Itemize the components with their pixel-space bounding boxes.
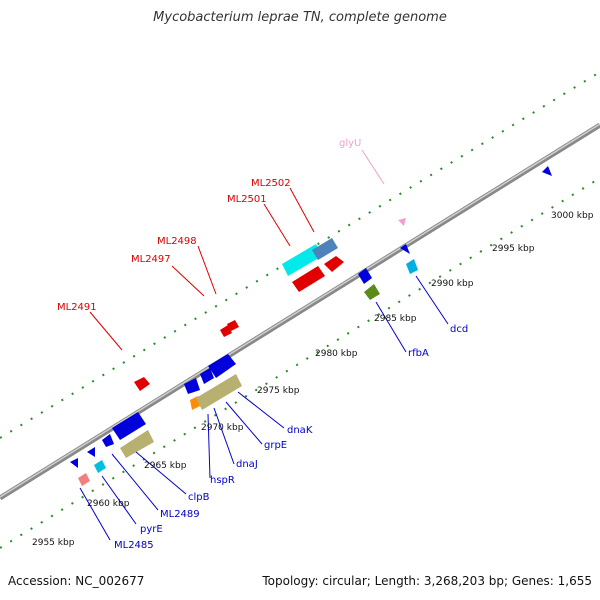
feature-ML2497-ML2498[interactable]	[220, 320, 239, 337]
feature-ML2485[interactable]	[70, 458, 90, 486]
feature-3000[interactable]	[542, 166, 552, 176]
gene-label: dnaK	[287, 425, 313, 436]
feature-ML2489[interactable]	[102, 434, 114, 447]
gene-label: grpE	[264, 440, 287, 451]
gene-label: glyU	[339, 138, 361, 149]
scale-label: 2970 kbp	[201, 423, 244, 433]
feature-ML2491[interactable]	[134, 377, 150, 391]
topology-summary: Topology: circular; Length: 3,268,203 bp…	[262, 574, 592, 588]
gene-label: dcd	[450, 324, 468, 335]
gene-label: rfbA	[408, 348, 429, 359]
feature-dnaJ[interactable]	[184, 378, 200, 394]
scale-label: 2990 kbp	[431, 279, 474, 289]
gene-labels-top: ML2491 ML2497 ML2498 ML2501 ML2502 glyU	[57, 138, 361, 313]
gene-labels-bottom: ML2485 pyrE ML2489 clpB hspR dnaJ grpE d…	[114, 324, 468, 551]
gene-label: ML2489	[160, 509, 200, 520]
feature-grpE[interactable]	[200, 368, 214, 384]
scale-label: 2965 kbp	[144, 461, 187, 471]
gene-label: ML2501	[227, 194, 267, 205]
scale-label: 2985 kbp	[374, 314, 417, 324]
gene-label: clpB	[188, 492, 210, 503]
scale-labels: 2955 kbp 2960 kbp 2965 kbp 2970 kbp 2975…	[32, 211, 594, 548]
accession-text: Accession: NC_002677	[8, 574, 145, 588]
genome-backbone	[0, 122, 600, 501]
label-leaders	[79, 149, 449, 541]
gene-label: ML2498	[157, 236, 197, 247]
gene-label: ML2502	[251, 178, 291, 189]
feature-clpB[interactable]	[112, 412, 154, 458]
gene-label: ML2485	[114, 540, 154, 551]
feature-dnaK[interactable]	[208, 354, 236, 378]
gene-label: dnaJ	[236, 459, 258, 470]
scale-label: 2980 kbp	[315, 349, 358, 359]
scale-label: 2960 kbp	[87, 499, 130, 509]
feature-ML2501-ML2502[interactable]	[282, 238, 344, 292]
gene-label: pyrE	[140, 524, 163, 535]
gene-label: ML2497	[131, 254, 171, 265]
feature-rfbA[interactable]	[358, 268, 380, 300]
scale-label: 2975 kbp	[257, 386, 300, 396]
feature-glyU[interactable]	[398, 218, 406, 226]
scale-label: 2955 kbp	[32, 538, 75, 548]
feature-pyrE[interactable]	[87, 447, 106, 473]
gene-label: hspR	[210, 475, 235, 486]
scale-label: 2995 kbp	[492, 244, 535, 254]
gene-label: ML2491	[57, 302, 97, 313]
scale-label: 3000 kbp	[551, 211, 594, 221]
feature-hspR[interactable]	[190, 374, 242, 410]
map-title: Mycobacterium leprae TN, complete genome	[153, 10, 447, 25]
feature-dcd[interactable]	[400, 244, 418, 274]
inner-track	[0, 177, 600, 549]
